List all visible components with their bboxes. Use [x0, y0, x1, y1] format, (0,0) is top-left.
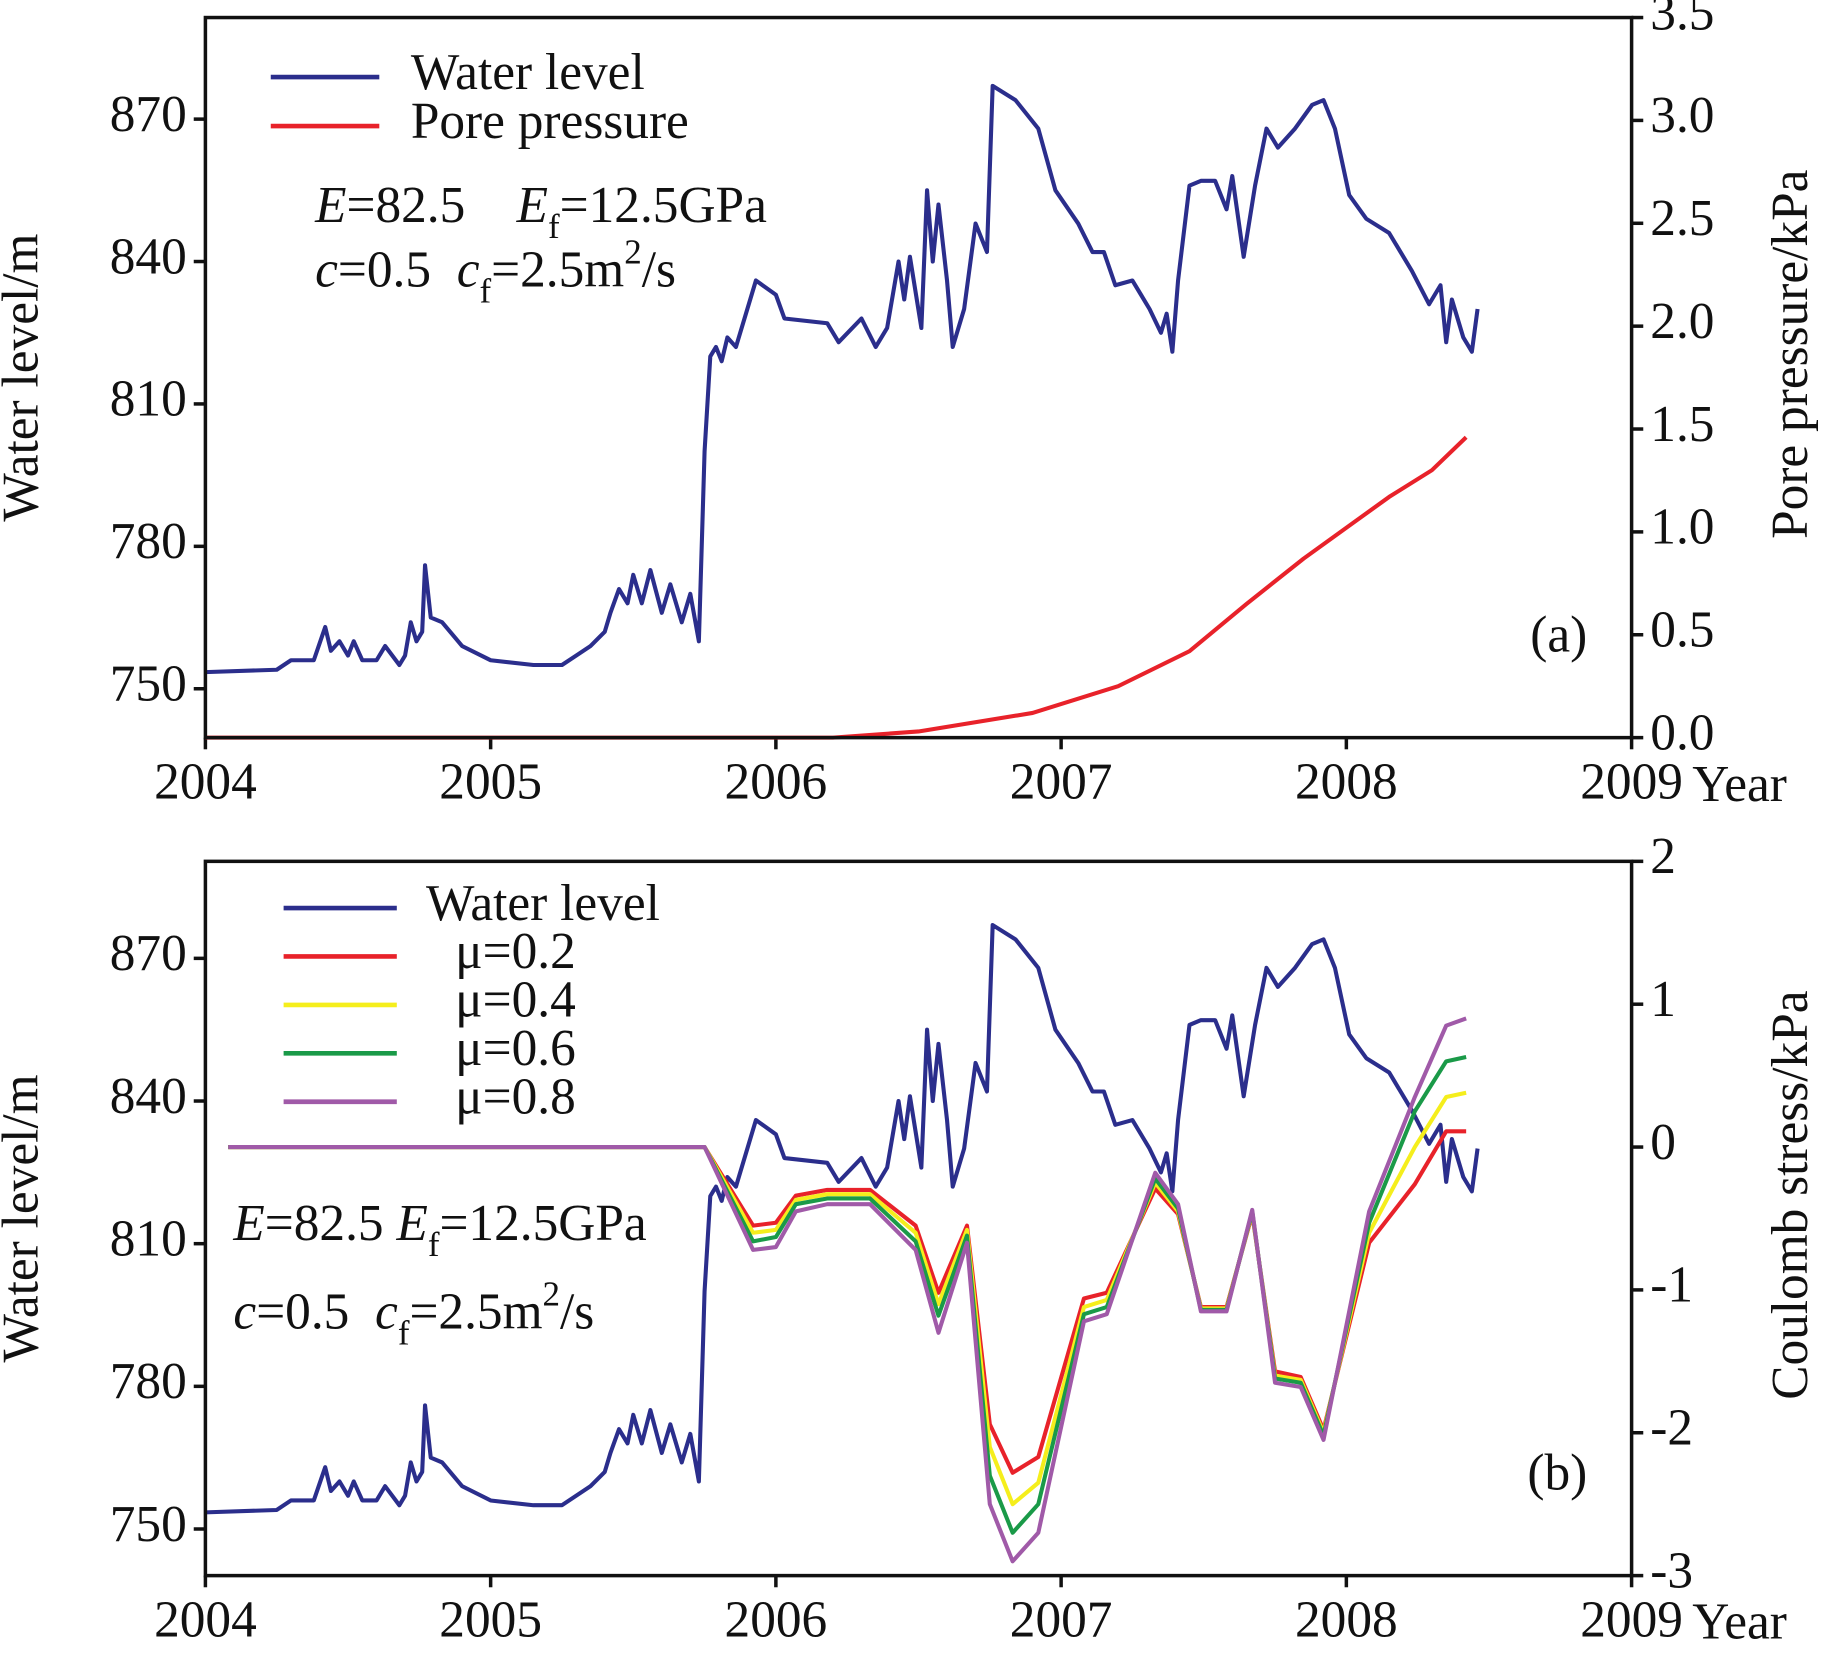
x-tick-label: 2007: [1010, 753, 1113, 810]
y-tick-label: 810: [110, 371, 187, 428]
x-tick-label: 2005: [439, 1591, 542, 1648]
plot-frame: [203, 15, 1634, 740]
annotation-part: =2.5m: [409, 1283, 542, 1340]
annotation-part: =0.5: [338, 241, 457, 298]
y-axis-label: Water level/m: [0, 1074, 49, 1362]
series-line: [205, 435, 1468, 740]
annotation-part: c: [315, 241, 338, 298]
x-tick-label: 2009: [1580, 1591, 1683, 1648]
series-line: [228, 1016, 1467, 1564]
annotation-part: =12.5GPa: [560, 177, 767, 234]
y-tick-label: 780: [110, 513, 187, 570]
x-tick-label: 2008: [1295, 753, 1398, 810]
annotation-part: =12.5GPa: [439, 1195, 646, 1252]
panel-label: (a): [1530, 606, 1587, 663]
annotation-part: =82.5: [346, 177, 516, 234]
y-tick-label: 810: [110, 1210, 187, 1267]
series-line: [205, 83, 1480, 675]
x-tick-label: 2006: [725, 753, 828, 810]
plot-frame: [203, 859, 1634, 1578]
x-tick-label: 2009: [1580, 753, 1683, 810]
x-axis-label: Year: [1692, 756, 1787, 813]
annotation: E=82.5 Ef=12.5GPa: [314, 177, 767, 246]
annotation-part: f: [548, 207, 560, 246]
x-tick-label: 2004: [154, 1591, 257, 1648]
y2-tick-label: 2.5: [1650, 190, 1714, 247]
panel: 2004 2005 2006 2007 2008 2009 750 780 810 840 870 0…: [0, 0, 1819, 813]
y2-tick-label: 1: [1650, 971, 1676, 1028]
y2-tick-label: 1.0: [1650, 499, 1714, 556]
y2-tick-label: -1: [1650, 1257, 1693, 1314]
legend-label: μ=0.6: [455, 1020, 576, 1077]
annotation: E=82.5 Ef=12.5GPa: [232, 1195, 647, 1264]
annotation-part: /s: [642, 241, 676, 298]
annotation-part: E: [516, 177, 548, 234]
annotation-part: c: [233, 1283, 256, 1340]
legend-label: Pore pressure: [411, 93, 689, 150]
y2-tick-label: 1.5: [1650, 396, 1714, 453]
y2-tick-label: 3.0: [1650, 87, 1714, 144]
annotation-part: c: [375, 1283, 398, 1340]
panel: 2004 2005 2006 2007 2008 2009 750 780 810 840 870 -…: [0, 828, 1819, 1651]
y2-tick-label: 0: [1650, 1114, 1676, 1171]
y-tick-label: 870: [110, 86, 187, 143]
x-tick-label: 2004: [154, 753, 257, 810]
y2-tick-label: 2.0: [1650, 293, 1714, 350]
y2-tick-label: -2: [1650, 1400, 1693, 1457]
x-tick-label: 2008: [1295, 1591, 1398, 1648]
annotation-part: 2: [624, 232, 642, 271]
y-tick-label: 870: [110, 925, 187, 982]
legend-label: μ=0.2: [455, 923, 576, 980]
y2-axis-label: Coulomb stress/kPa: [1762, 990, 1819, 1400]
annotation-part: f: [428, 1224, 440, 1263]
y2-tick-label: 2: [1650, 828, 1676, 885]
annotation-part: =82.5: [265, 1195, 397, 1252]
annotation-part: E: [232, 1195, 264, 1252]
annotation-part: /s: [560, 1283, 594, 1340]
x-axis-label: Year: [1692, 1594, 1787, 1651]
annotation-part: E: [314, 177, 346, 234]
x-tick-label: 2005: [439, 753, 542, 810]
x-tick-label: 2007: [1010, 1591, 1113, 1648]
y-tick-label: 840: [110, 228, 187, 285]
y-tick-label: 780: [110, 1353, 187, 1410]
y-tick-label: 750: [110, 656, 187, 713]
y2-tick-label: 3.5: [1650, 0, 1714, 41]
y2-tick-label: 0.5: [1650, 602, 1714, 659]
y-tick-label: 750: [110, 1496, 187, 1553]
panel-label: (b): [1527, 1444, 1587, 1501]
legend-label: μ=0.8: [455, 1069, 576, 1126]
annotation-part: f: [398, 1313, 410, 1352]
legend-label: Water level: [411, 44, 645, 101]
annotation-part: 2: [543, 1274, 561, 1313]
y2-tick-label: -3: [1650, 1542, 1693, 1599]
annotation-part: E: [395, 1195, 427, 1252]
legend-label: Water level: [426, 875, 660, 932]
y2-tick-label: 0.0: [1650, 704, 1714, 761]
annotation-part: =2.5m: [491, 241, 624, 298]
x-tick-label: 2006: [725, 1591, 828, 1648]
y-tick-label: 840: [110, 1068, 187, 1125]
y2-axis-label: Pore pressure/kPa: [1762, 169, 1819, 539]
annotation-part: c: [457, 241, 480, 298]
legend-label: μ=0.4: [455, 972, 576, 1029]
annotation: c=0.5 cf=2.5m2/s: [233, 1274, 594, 1352]
annotation-part: =0.5: [256, 1283, 375, 1340]
annotation: c=0.5 cf=2.5m2/s: [315, 232, 676, 310]
series-line: [205, 923, 1480, 1515]
annotation-part: f: [480, 271, 492, 310]
y-axis-label: Water level/m: [0, 233, 49, 521]
